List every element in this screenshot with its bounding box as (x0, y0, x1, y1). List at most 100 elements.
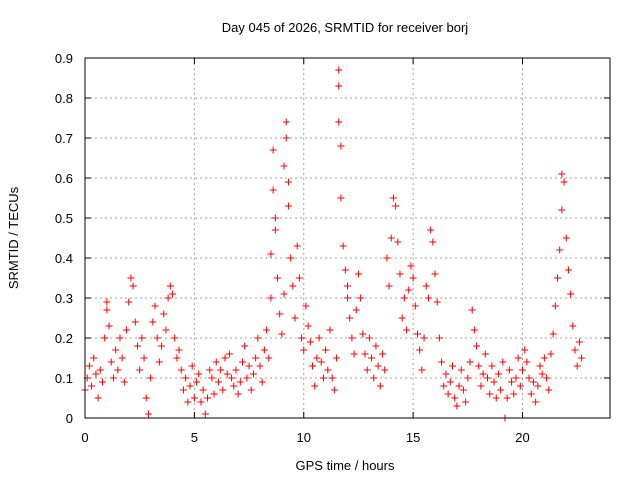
data-point (164, 294, 172, 302)
data-point (260, 346, 268, 354)
data-point (359, 330, 367, 338)
data-point (169, 290, 176, 298)
data-point (271, 226, 279, 234)
data-point (464, 374, 472, 382)
data-point (258, 378, 266, 386)
data-point (529, 378, 537, 386)
data-point (234, 390, 242, 398)
data-point (532, 398, 540, 406)
data-point (479, 370, 487, 378)
data-point (497, 386, 505, 394)
data-point (223, 370, 231, 378)
data-point (85, 362, 93, 370)
data-point (217, 366, 225, 374)
data-point (473, 342, 481, 350)
data-point (184, 398, 192, 406)
data-point (319, 374, 327, 382)
data-point (387, 234, 395, 242)
data-point (92, 370, 100, 378)
data-point (409, 274, 417, 282)
data-point (459, 386, 467, 394)
y-tick-label: 0 (66, 411, 73, 426)
data-point (488, 362, 496, 370)
data-point (282, 118, 290, 126)
data-point (136, 366, 144, 374)
data-point (527, 390, 535, 398)
y-tick-label: 0.1 (55, 371, 73, 386)
data-point (571, 346, 579, 354)
data-point (287, 254, 295, 262)
data-point (254, 334, 262, 342)
data-point (477, 382, 485, 390)
data-point (249, 370, 257, 378)
data-point (214, 378, 222, 386)
data-point (282, 134, 290, 142)
data-point (101, 334, 109, 342)
data-point (144, 410, 152, 418)
data-point (333, 354, 341, 362)
axis-ticks: 0 0.1 0.2 0.3 0.4 0.5 0.6 0.7 0.8 0.9 0 5 10 15 20 (55, 51, 610, 445)
data-point (346, 314, 354, 322)
data-point (538, 370, 546, 378)
data-point (451, 394, 459, 402)
data-point (440, 382, 448, 390)
data-point (370, 374, 378, 382)
data-point (560, 178, 568, 186)
data-point (276, 310, 284, 318)
data-point (407, 262, 415, 270)
data-point (103, 306, 111, 314)
data-point (199, 386, 207, 394)
data-point (516, 382, 524, 390)
data-point (573, 362, 581, 370)
data-point (505, 366, 513, 374)
data-point (151, 302, 159, 310)
data-point (411, 302, 419, 310)
data-point (365, 334, 373, 342)
data-point (171, 334, 179, 342)
data-point (575, 338, 583, 346)
data-point (403, 326, 411, 334)
data-point (558, 170, 566, 178)
data-point (420, 334, 428, 342)
plot-frame (84, 57, 611, 419)
data-point (206, 366, 214, 374)
data-point (549, 330, 557, 338)
data-point (435, 334, 443, 342)
data-point (149, 318, 157, 326)
data-point (372, 342, 380, 350)
data-point (190, 394, 198, 402)
data-point (241, 342, 249, 350)
data-point (484, 374, 491, 382)
data-point (188, 362, 196, 370)
data-point (289, 282, 297, 290)
data-point (540, 354, 548, 362)
data-point (352, 306, 360, 314)
data-point (221, 354, 229, 362)
data-point (88, 382, 96, 390)
data-point (103, 298, 111, 306)
data-point (96, 366, 104, 374)
data-point (263, 326, 271, 334)
data-point (569, 322, 577, 330)
data-point (155, 358, 163, 366)
data-point (212, 358, 220, 366)
data-point (357, 294, 365, 302)
data-point (431, 270, 439, 278)
data-point (204, 394, 211, 402)
data-point (466, 358, 474, 366)
data-point (116, 334, 124, 342)
data-point (510, 390, 518, 398)
data-point (208, 374, 216, 382)
data-point (291, 314, 299, 322)
data-point (379, 350, 386, 358)
data-point (140, 354, 148, 362)
data-point (232, 366, 240, 374)
y-tick-label: 0.5 (55, 211, 73, 226)
data-point (230, 382, 238, 390)
data-point (455, 382, 463, 390)
data-point (503, 394, 511, 402)
data-point (269, 146, 277, 154)
data-point (177, 366, 185, 374)
